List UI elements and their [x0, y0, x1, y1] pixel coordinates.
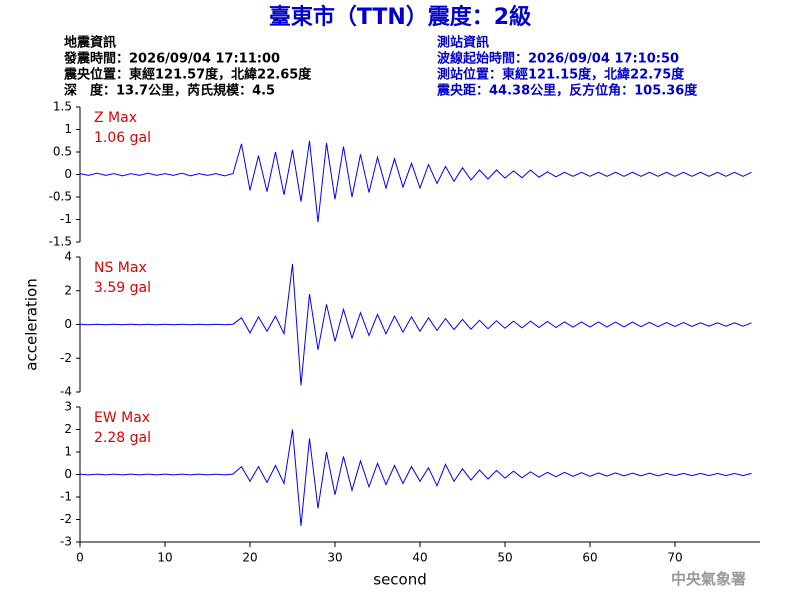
x-tick-label: 20: [242, 551, 257, 565]
annotation: EW Max: [94, 410, 150, 426]
y-tick-label: 1.5: [53, 100, 72, 114]
x-tick-label: 10: [157, 551, 172, 565]
y-tick-label: 0: [64, 167, 72, 181]
y-tick-label: 0.5: [53, 145, 72, 159]
x-axis-label: second: [373, 571, 427, 589]
footer: 中央氣象署: [671, 570, 746, 588]
y-tick-label: 1: [64, 445, 72, 459]
info-right: 波線起始時間：2026/09/04 17:10:50: [437, 51, 679, 67]
waveform: [79, 140, 752, 223]
title: 臺東市（TTN）震度：2級: [269, 4, 531, 30]
x-tick-label: 30: [327, 551, 342, 565]
x-tick-label: 50: [497, 551, 512, 565]
y-axis-label: acceleration: [23, 278, 41, 370]
y-tick-label: 2: [64, 283, 72, 297]
y-tick-label: 0: [64, 467, 72, 481]
info-right: 震央距：44.38公里，反方位角：105.36度: [436, 83, 698, 99]
y-tick-label: -2: [60, 351, 72, 365]
y-tick-label: -1: [60, 212, 72, 226]
x-tick-label: 70: [667, 551, 682, 565]
info-left: 深 度：13.7公里，芮氏規模：4.5: [64, 83, 275, 99]
annotation: NS Max: [94, 260, 147, 276]
waveform: [79, 263, 752, 386]
y-tick-label: -1: [60, 490, 72, 504]
annotation: 1.06 gal: [94, 130, 151, 146]
y-tick-label: -1.5: [49, 235, 72, 249]
y-tick-label: 2: [64, 422, 72, 436]
info-right: 測站位置：東經121.15度，北緯22.75度: [437, 67, 685, 83]
y-tick-label: -4: [60, 385, 72, 399]
y-tick-label: 3: [64, 400, 72, 414]
y-tick-label: -3: [60, 535, 72, 549]
y-tick-label: -2: [60, 512, 72, 526]
info-right: 測站資訊: [437, 35, 489, 51]
x-tick-label: 0: [76, 551, 84, 565]
info-left: 震央位置：東經121.57度，北緯22.65度: [63, 67, 312, 83]
y-tick-label: -0.5: [49, 190, 72, 204]
x-tick-label: 60: [582, 551, 597, 565]
y-tick-label: 4: [64, 250, 72, 264]
annotation: 2.28 gal: [94, 430, 151, 446]
info-left: 發震時間：2026/09/04 17:11:00: [63, 51, 280, 67]
annotation: 3.59 gal: [94, 280, 151, 296]
x-tick-label: 40: [412, 551, 427, 565]
annotation: Z Max: [94, 110, 137, 126]
y-tick-label: 0: [64, 317, 72, 331]
y-tick-label: 1: [64, 122, 72, 136]
waveform: [79, 429, 752, 526]
info-left: 地震資訊: [64, 35, 116, 51]
